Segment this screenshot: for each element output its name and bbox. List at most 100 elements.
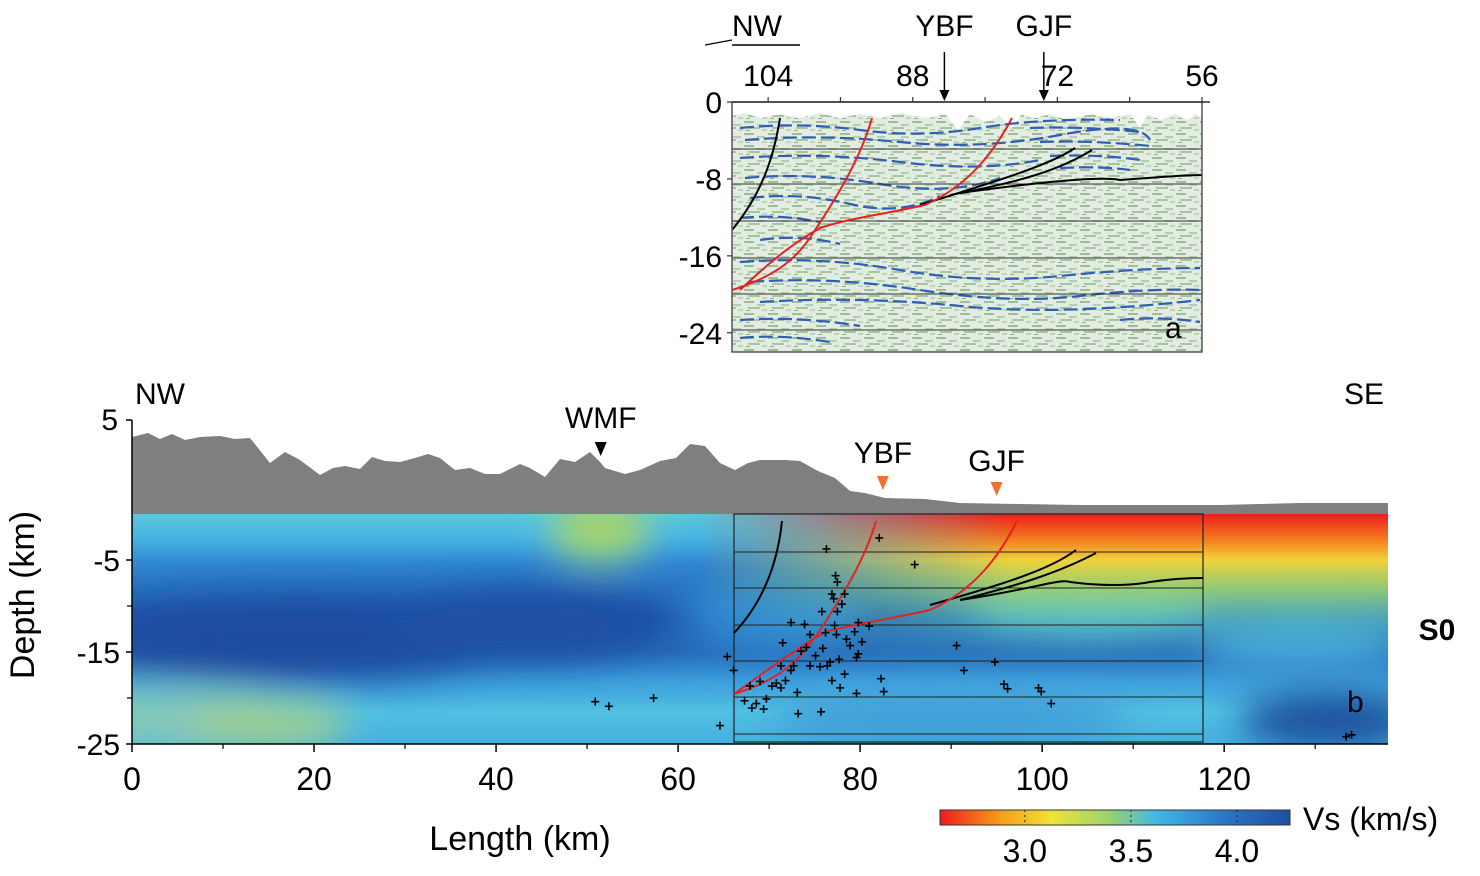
- earthquake-marker: [821, 628, 830, 637]
- panel-b-x-tick-label: 120: [1197, 761, 1250, 797]
- panel-b-x-tick-label: 0: [123, 761, 141, 797]
- colorbar-label: Vs (km/s): [1303, 801, 1438, 837]
- panel-a-x-tick-label: 88: [896, 60, 929, 93]
- panel-a-faults: [732, 117, 1202, 291]
- panel-a-direction-tail: [704, 39, 733, 46]
- earthquake-marker: [910, 560, 919, 569]
- panel-b-x-tick-label: 40: [478, 761, 514, 797]
- profile-label: S0: [1419, 614, 1456, 647]
- earthquake-marker: [747, 704, 756, 713]
- panel-a-label: a: [1165, 312, 1182, 345]
- reflectors: [739, 118, 1201, 344]
- panel-a-y-tick-label: -16: [679, 241, 722, 274]
- colorbar: 3.0 3.5 4.0 Vs (km/s): [939, 801, 1438, 869]
- earthquake-marker: [591, 697, 600, 706]
- panel-a-x-tick-label: 56: [1185, 60, 1218, 93]
- earthquake-marker: [952, 641, 961, 650]
- earthquake-marker: [832, 630, 841, 639]
- panel-a-y-ticks: 0 -8 -16 -24: [679, 87, 732, 351]
- earthquake-marker: [781, 676, 790, 685]
- panel-a-top-ticks: 104 88 72 56: [743, 60, 1219, 102]
- earthquake-marker: [830, 621, 839, 630]
- panel-a-y-tick-label: -24: [679, 318, 722, 351]
- panel-b-y-ticks: -5 -15 -25: [77, 545, 132, 762]
- panel-b-title-left: NW: [135, 378, 186, 411]
- panel-b-label: b: [1347, 686, 1364, 719]
- colorbar-ticks: 3.0 3.5 4.0: [1003, 810, 1259, 869]
- earthquake-marker: [999, 680, 1008, 689]
- earthquake-marker: [827, 590, 836, 599]
- panel-a-x-tick-label: 72: [1041, 60, 1074, 93]
- earthquake-marker: [793, 688, 802, 697]
- earthquake-marker: [772, 679, 781, 688]
- panel-b-fault-markers: WMF YBF GJF: [565, 402, 1025, 496]
- earthquake-marker: [833, 607, 842, 616]
- earthquake-marker: [875, 533, 884, 542]
- earthquake-marker: [800, 620, 809, 629]
- panel-a-y-tick-label: -8: [695, 164, 722, 197]
- earthquake-marker: [786, 618, 795, 627]
- panel-b-x-tick-label: 60: [660, 761, 696, 797]
- panel-b-y-tick-label: -15: [77, 637, 120, 670]
- earthquake-marker: [1047, 699, 1056, 708]
- panel-b-fault-marker: [990, 482, 1003, 496]
- earthquake-marker: [836, 683, 845, 692]
- earthquake-marker: [850, 627, 859, 636]
- colorbar-tick-label: 3.0: [1003, 833, 1047, 869]
- earthquake-marker: [854, 618, 863, 627]
- earthquake-marker: [723, 652, 732, 661]
- seismic-top-mask: [732, 102, 1202, 130]
- panel-a-y-tick-label: 0: [705, 87, 722, 120]
- earthquake-marker: [817, 607, 826, 616]
- earthquake-marker: [879, 687, 888, 696]
- inset-box: [733, 513, 1204, 743]
- earthquake-marker: [826, 658, 835, 667]
- earthquake-marker: [794, 709, 803, 718]
- earthquake-marker: [852, 689, 861, 698]
- earthquake-marker: [806, 661, 815, 670]
- panel-b-fault-marker: [876, 476, 889, 490]
- earthquake-marker: [854, 649, 863, 658]
- earthquake-marker: [649, 694, 658, 702]
- earthquake-marker: [818, 644, 827, 653]
- earthquake-marker: [767, 682, 776, 691]
- y-axis-label: Depth (km): [4, 511, 42, 679]
- earthquake-marker: [833, 578, 842, 587]
- earthquake-marker: [740, 696, 749, 705]
- seismic-image: [732, 102, 1202, 352]
- panel-b-title-right: SE: [1344, 378, 1384, 411]
- panel-b-x-tick-label: 80: [842, 761, 878, 797]
- earthquake-marker: [796, 647, 805, 656]
- panel-a-gridlines: [732, 148, 1202, 331]
- earthquake-marker: [865, 622, 874, 631]
- earthquake-marker: [990, 658, 999, 667]
- earthquake-marker: [829, 594, 838, 603]
- earthquake-marker: [776, 661, 785, 670]
- earthquake-marker: [837, 600, 846, 609]
- earthquake-marker: [840, 670, 849, 679]
- earthquake-marker: [806, 630, 815, 639]
- x-axis-label: Length (km): [429, 820, 610, 858]
- panel-b-x-tick-label: 20: [296, 761, 332, 797]
- earthquakes: [591, 533, 1356, 741]
- earthquake-marker: [852, 653, 861, 662]
- earthquake-marker: [776, 683, 785, 692]
- earthquake-marker: [842, 635, 851, 644]
- panel-a-fault-arrow-head: [1038, 90, 1049, 101]
- panel-a-fault-label: YBF: [915, 10, 973, 43]
- panel-a-fault-label: GJF: [1015, 10, 1072, 43]
- earthquake-marker: [816, 662, 825, 671]
- earthquake-marker: [1003, 684, 1012, 693]
- colorbar-tick-label: 3.5: [1109, 833, 1153, 869]
- panel-b-fault-label: GJF: [968, 445, 1025, 478]
- earthquake-marker: [1342, 732, 1351, 741]
- panel-b-y-tick-label: -5: [93, 545, 120, 578]
- elevation-tick-label: 5: [101, 404, 118, 437]
- earthquake-marker: [959, 666, 968, 675]
- panel-b-y-tick-label: -25: [77, 729, 120, 762]
- earthquake-marker: [604, 702, 613, 711]
- earthquake-marker: [715, 721, 724, 730]
- panel-b-x-tick-label: 100: [1015, 761, 1068, 797]
